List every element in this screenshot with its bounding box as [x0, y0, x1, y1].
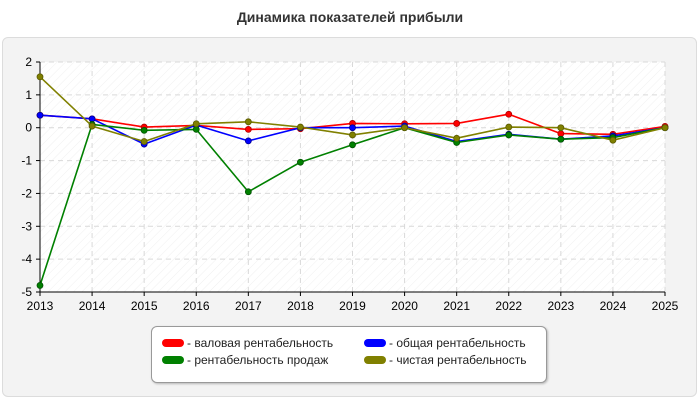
x-tick-label: 2019 — [339, 299, 366, 313]
data-point — [557, 135, 565, 143]
data-point — [661, 124, 669, 132]
x-tick-label: 2025 — [652, 299, 679, 313]
y-tick-label: 1 — [25, 88, 32, 102]
data-point — [609, 136, 617, 144]
x-tick-label: 2013 — [27, 299, 54, 313]
data-point — [88, 115, 96, 123]
legend-item-gross-margin: - валовая рентабельность — [162, 336, 333, 350]
axes — [36, 61, 666, 296]
legend-item-overall-margin: - общая рентабельность — [364, 336, 526, 350]
data-point — [244, 125, 252, 133]
y-tick-label: 2 — [25, 55, 32, 69]
data-point — [505, 123, 513, 131]
data-point — [349, 131, 356, 139]
legend-swatch-green — [162, 356, 184, 364]
data-point — [36, 282, 44, 289]
data-point — [505, 131, 513, 139]
legend-item-sales-margin: - рентабельность продаж — [162, 353, 328, 367]
data-point — [453, 120, 461, 127]
y-tick-label: -3 — [21, 219, 32, 233]
data-point — [88, 122, 96, 130]
x-tick-label: 2021 — [443, 299, 470, 313]
y-tick-label: -2 — [21, 186, 32, 200]
data-point — [140, 126, 148, 134]
x-tick-label: 2020 — [391, 299, 418, 313]
x-tick-label: 2016 — [183, 299, 210, 313]
data-point — [244, 137, 252, 145]
y-tick-label: 0 — [25, 121, 32, 135]
data-point — [557, 124, 565, 132]
data-point — [557, 130, 565, 138]
data-point — [244, 188, 252, 196]
legend-item-net-margin: - чистая рентабельность — [364, 353, 526, 367]
y-tick-label: -1 — [21, 154, 32, 168]
data-point — [349, 124, 356, 132]
x-tick-label: 2014 — [79, 299, 106, 313]
legend-label: - чистая рентабельность — [389, 353, 527, 367]
legend-swatch-olive — [364, 356, 386, 364]
plot-background — [40, 62, 665, 292]
data-point — [192, 125, 200, 133]
series-3 — [36, 73, 669, 145]
x-tick-label: 2017 — [235, 299, 262, 313]
legend-label: - рентабельность продаж — [187, 353, 329, 367]
data-point — [140, 138, 148, 145]
chart-title: Динамика показателей прибыли — [236, 9, 464, 25]
data-point — [505, 110, 513, 118]
plot-area — [40, 62, 665, 292]
data-point — [349, 141, 356, 149]
legend-swatch-blue — [364, 339, 386, 347]
gridlines — [39, 61, 666, 293]
series-lines — [36, 73, 669, 289]
x-tick-label: 2015 — [131, 299, 158, 313]
data-point — [453, 134, 461, 142]
legend-label: - общая рентабельность — [389, 336, 526, 350]
data-point — [297, 123, 304, 131]
legend-swatch-red — [162, 339, 184, 347]
x-tick-label: 2022 — [495, 299, 522, 313]
legend-label: - валовая рентабельность — [187, 336, 334, 350]
x-tick-label: 2024 — [600, 299, 627, 313]
y-tick-label: -4 — [21, 252, 32, 266]
data-point — [36, 111, 44, 119]
y-tick-label: -5 — [21, 285, 32, 299]
data-point — [401, 124, 408, 132]
data-point — [36, 73, 44, 81]
data-point — [297, 158, 304, 166]
x-tick-label: 2018 — [287, 299, 314, 313]
x-tick-label: 2023 — [547, 299, 574, 313]
data-point — [192, 120, 200, 128]
legend: - валовая рентабельность - общая рентабе… — [151, 326, 547, 383]
data-point — [244, 118, 252, 126]
